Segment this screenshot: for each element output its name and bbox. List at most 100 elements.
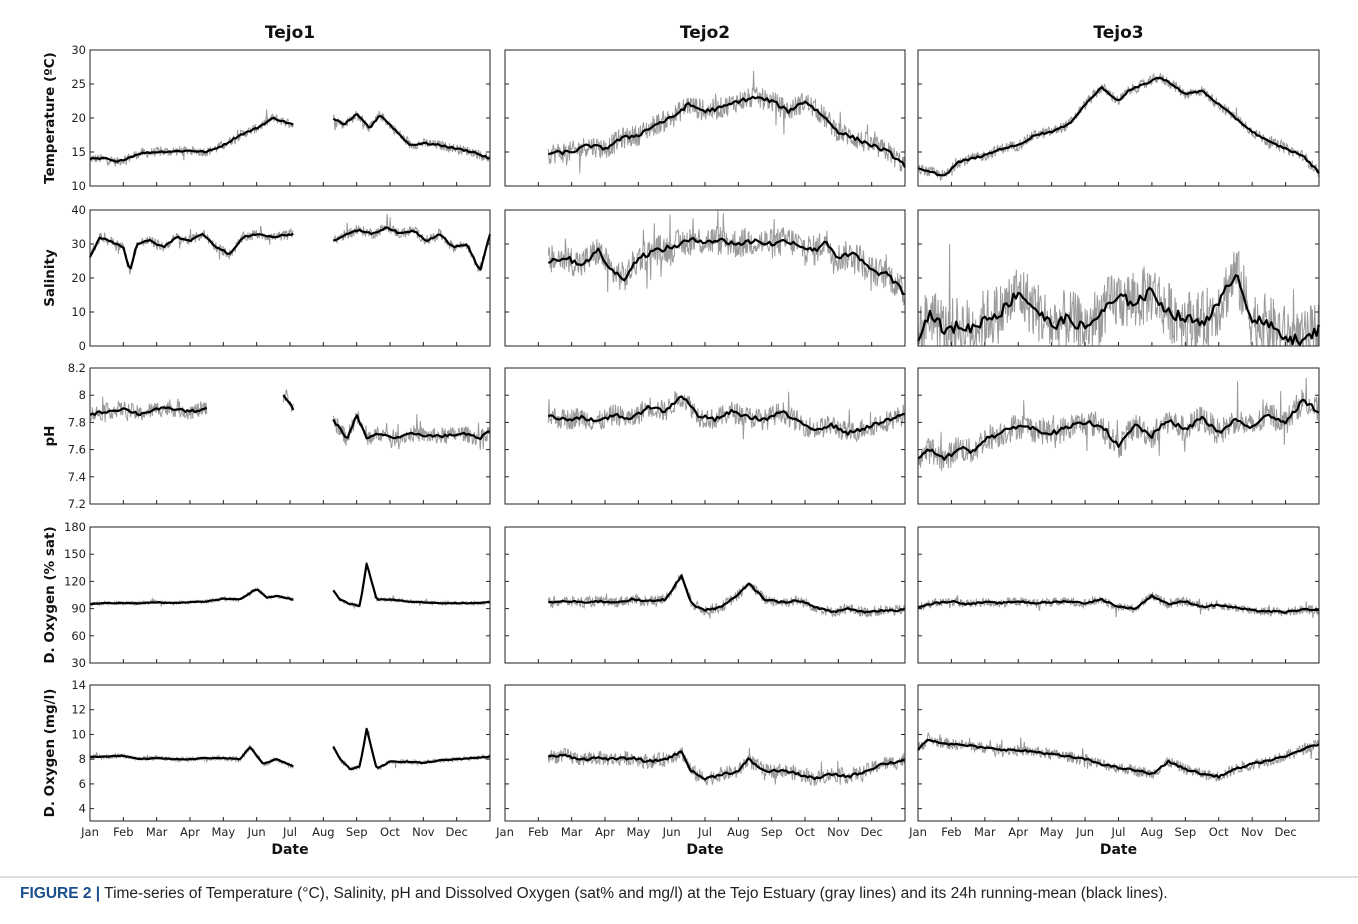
panel-ph-tejo3	[917, 367, 1320, 505]
raw-trace-dos-tejo2-0	[547, 573, 906, 619]
mean-line-ph-tejo1-2	[332, 414, 491, 441]
x-tick-label-jan: Jan	[495, 825, 514, 839]
y-tick-label: 90	[71, 602, 86, 616]
y-tick-label: 8.2	[68, 361, 86, 375]
raw-trace-temp-tejo3-0	[917, 72, 1320, 182]
y-tick-label: 20	[71, 111, 86, 125]
x-tick-label-oct: Oct	[380, 825, 400, 839]
raw-trace-ph-tejo3-0	[917, 377, 1320, 472]
raw-trace-dom-tejo3-0	[917, 732, 1320, 782]
raw-trace-temp-tejo1-0	[89, 109, 294, 167]
y-tick-label: 10	[71, 727, 86, 741]
x-tick-label-mar: Mar	[146, 825, 168, 839]
mean-line-sal-tejo3-0	[917, 274, 1321, 346]
mean-line-dom-tejo3-0	[917, 738, 1320, 779]
panel-frame	[89, 684, 491, 822]
raw-trace-dom-tejo1-0	[89, 744, 294, 769]
plot-grid: Tejo1 Tejo2 Tejo3 Temperature (ºC) 10 15 20 25 3…	[42, 23, 1321, 858]
y-tick-label: 8	[79, 388, 86, 402]
x-tick-label-jan: Jan	[80, 825, 99, 839]
mean-line-dom-tejo1-0	[89, 746, 294, 768]
y-tick-label: 7.6	[68, 443, 86, 457]
y-tick-label: 0	[79, 339, 86, 353]
mean-line-ph-tejo1-0	[89, 406, 208, 417]
x-axis-label: Date	[271, 842, 308, 858]
x-tick-label-oct: Oct	[795, 825, 815, 839]
x-tick-label-mar: Mar	[974, 825, 996, 839]
y-tick-label: 60	[71, 629, 86, 643]
panel-frame	[504, 526, 906, 664]
y-tick-label: 10	[71, 305, 86, 319]
panel-frame	[917, 684, 1320, 822]
panel-ph-tejo1: 7.2 7.4 7.6 7.8 8 8.2	[68, 361, 491, 511]
x-tick-label-jun: Jun	[662, 825, 681, 839]
x-tick-label-oct: Oct	[1209, 825, 1229, 839]
panel-dom-tejo2: Jan Feb Mar Apr May Jun Jul Aug Sep Oct Nov Dec Date	[495, 684, 906, 858]
panel-sal-tejo2	[504, 209, 906, 347]
panel-frame	[917, 49, 1320, 187]
x-tick-label-apr: Apr	[595, 825, 615, 839]
x-tick-label-apr: Apr	[1008, 825, 1028, 839]
y-tick-label: 7.2	[68, 497, 86, 511]
ylabel-temp: Temperature (ºC)	[42, 52, 58, 184]
raw-trace-ph-tejo1-2	[332, 411, 491, 450]
raw-trace-ph-tejo1-0	[89, 396, 208, 423]
x-tick-label-dec: Dec	[861, 825, 883, 839]
raw-trace-ph-tejo2-0	[547, 391, 906, 443]
x-tick-label-nov: Nov	[827, 825, 850, 839]
x-tick-label-feb: Feb	[528, 825, 548, 839]
caption-label: FIGURE 2	[20, 885, 92, 902]
y-tick-label: 25	[71, 77, 86, 91]
station-title-tejo1: Tejo1	[265, 23, 315, 43]
panel-sal-tejo3	[917, 209, 1321, 348]
panel-dos-tejo2	[504, 526, 906, 664]
y-tick-label: 30	[71, 237, 86, 251]
mean-line-temp-tejo1-0	[89, 116, 294, 163]
panel-ph-tejo2	[504, 367, 906, 505]
x-tick-label-jul: Jul	[1111, 825, 1126, 839]
mean-line-dos-tejo3-0	[917, 594, 1320, 614]
mean-line-dom-tejo1-1	[332, 727, 491, 771]
mean-line-dom-tejo2-0	[547, 750, 906, 781]
panel-dom-tejo1: 4 6 8 10 12 14 Jan Feb Mar Apr May Jun Jul Aug Sep Oct N…	[71, 678, 491, 858]
x-tick-label-dec: Dec	[1274, 825, 1296, 839]
x-tick-label-nov: Nov	[1241, 825, 1264, 839]
raw-trace-sal-tejo1-0	[89, 225, 294, 275]
x-tick-label-nov: Nov	[412, 825, 435, 839]
mean-line-ph-tejo3-0	[917, 398, 1320, 461]
caption-separator: |	[95, 885, 101, 902]
x-axis-label: Date	[1100, 842, 1137, 858]
y-tick-label: 120	[64, 574, 86, 588]
raw-trace-temp-tejo2-0	[547, 70, 906, 174]
y-tick-label: 40	[71, 203, 86, 217]
mean-line-dos-tejo1-1	[332, 562, 491, 607]
raw-trace-temp-tejo1-1	[332, 110, 491, 162]
x-tick-label-sep: Sep	[761, 825, 783, 839]
panel-frame	[917, 367, 1320, 505]
y-tick-label: 10	[71, 179, 86, 193]
mean-line-ph-tejo1-1	[282, 394, 295, 411]
panel-sal-tejo1: 0 10 20 30 40	[71, 203, 492, 353]
x-tick-label-may: May	[211, 825, 235, 839]
panel-frame	[504, 367, 906, 505]
x-tick-label-jan: Jan	[908, 825, 927, 839]
ylabel-dom: D. Oxygen (mg/l)	[42, 689, 58, 818]
x-tick-label-may: May	[1040, 825, 1064, 839]
x-tick-label-aug: Aug	[312, 825, 334, 839]
mean-line-temp-tejo1-1	[332, 113, 491, 160]
station-title-tejo2: Tejo2	[680, 23, 730, 43]
panel-temp-tejo2	[504, 49, 906, 187]
panel-frame	[504, 684, 906, 822]
ylabel-dos: D. Oxygen (% sat)	[42, 526, 58, 663]
caption-text: Time-series of Temperature (°C), Salinit…	[104, 885, 1168, 902]
panel-frame	[917, 526, 1320, 664]
x-axis-label: Date	[686, 842, 723, 858]
x-tick-label-sep: Sep	[1174, 825, 1196, 839]
mean-line-dos-tejo2-0	[548, 574, 906, 614]
x-tick-label-sep: Sep	[346, 825, 368, 839]
x-tick-label-mar: Mar	[561, 825, 583, 839]
y-tick-label: 14	[71, 678, 86, 692]
x-tick-label-apr: Apr	[180, 825, 200, 839]
x-tick-label-may: May	[626, 825, 650, 839]
y-tick-label: 150	[64, 547, 86, 561]
